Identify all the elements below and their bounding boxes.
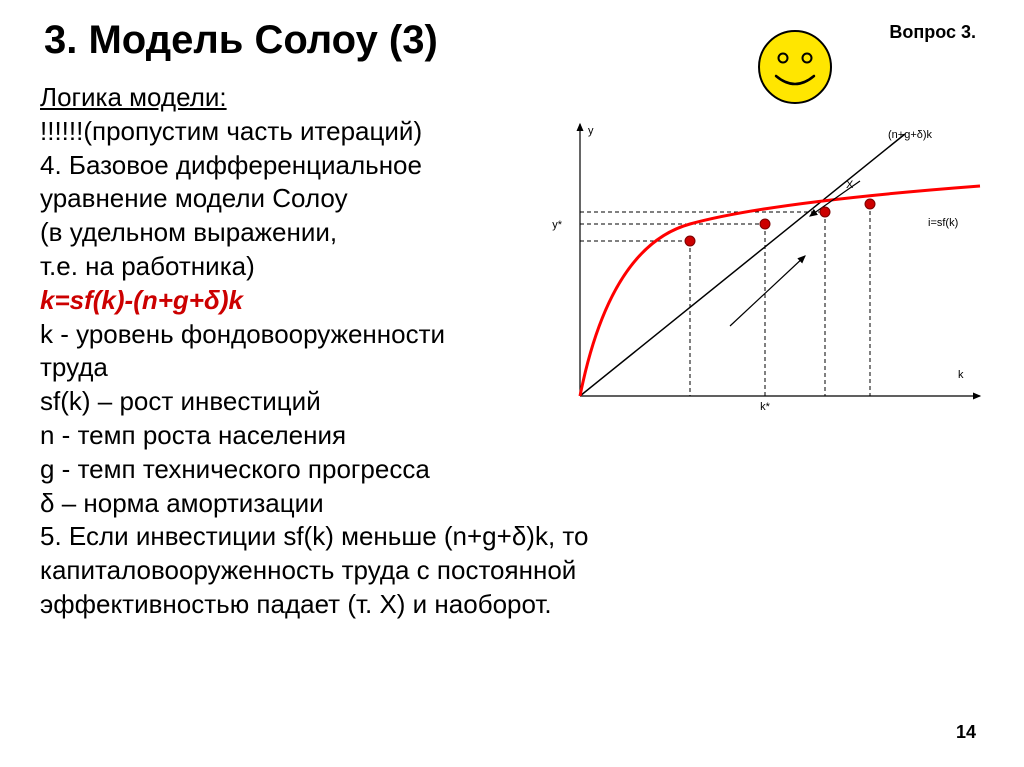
item5-l3: эффективностью падает (т. X) и наоборот.: [40, 589, 552, 619]
equation: k=sf(k)-(n+g+δ)k: [40, 285, 243, 315]
k-def-l2: труда: [40, 352, 108, 382]
slide-title: 3. Модель Солоу (3): [44, 18, 984, 63]
item5-l1: 5. Если инвестиции sf(k) меньше (n+g+δ)k…: [40, 521, 588, 551]
page-number: 14: [956, 722, 976, 743]
item4-l2: уравнение модели Солоу: [40, 183, 348, 213]
g-def: g - темп технического прогресса: [40, 454, 430, 484]
d-def: δ – норма амортизации: [40, 488, 324, 518]
question-label: Вопрос 3.: [889, 22, 976, 43]
item4-l3: (в удельном выражении,: [40, 217, 337, 247]
skip-line: !!!!!!(пропустим часть итераций): [40, 116, 422, 146]
smiley-icon: [756, 28, 834, 111]
solow-chart: y k y* k* (n+g+δ)k i=sf(k) X: [550, 116, 990, 416]
svg-text:k*: k*: [760, 401, 771, 413]
logic-heading: Логика модели:: [40, 82, 227, 112]
svg-text:(n+g+δ)k: (n+g+δ)k: [888, 129, 933, 141]
item4-l4: т.е. на работника): [40, 251, 255, 281]
sfk-def: sf(k) – рост инвестиций: [40, 386, 321, 416]
k-def-l1: k - уровень фондовооруженности: [40, 319, 445, 349]
n-def: n - темп роста населения: [40, 420, 346, 450]
item5-l2: капиталовооруженность труда с постоянной: [40, 555, 576, 585]
svg-text:k: k: [958, 369, 964, 381]
svg-text:i=sf(k): i=sf(k): [928, 217, 958, 229]
item4-l1: 4. Базовое дифференциальное: [40, 150, 422, 180]
svg-text:y: y: [588, 125, 594, 137]
svg-text:X: X: [846, 179, 854, 191]
svg-text:y*: y*: [552, 219, 563, 231]
